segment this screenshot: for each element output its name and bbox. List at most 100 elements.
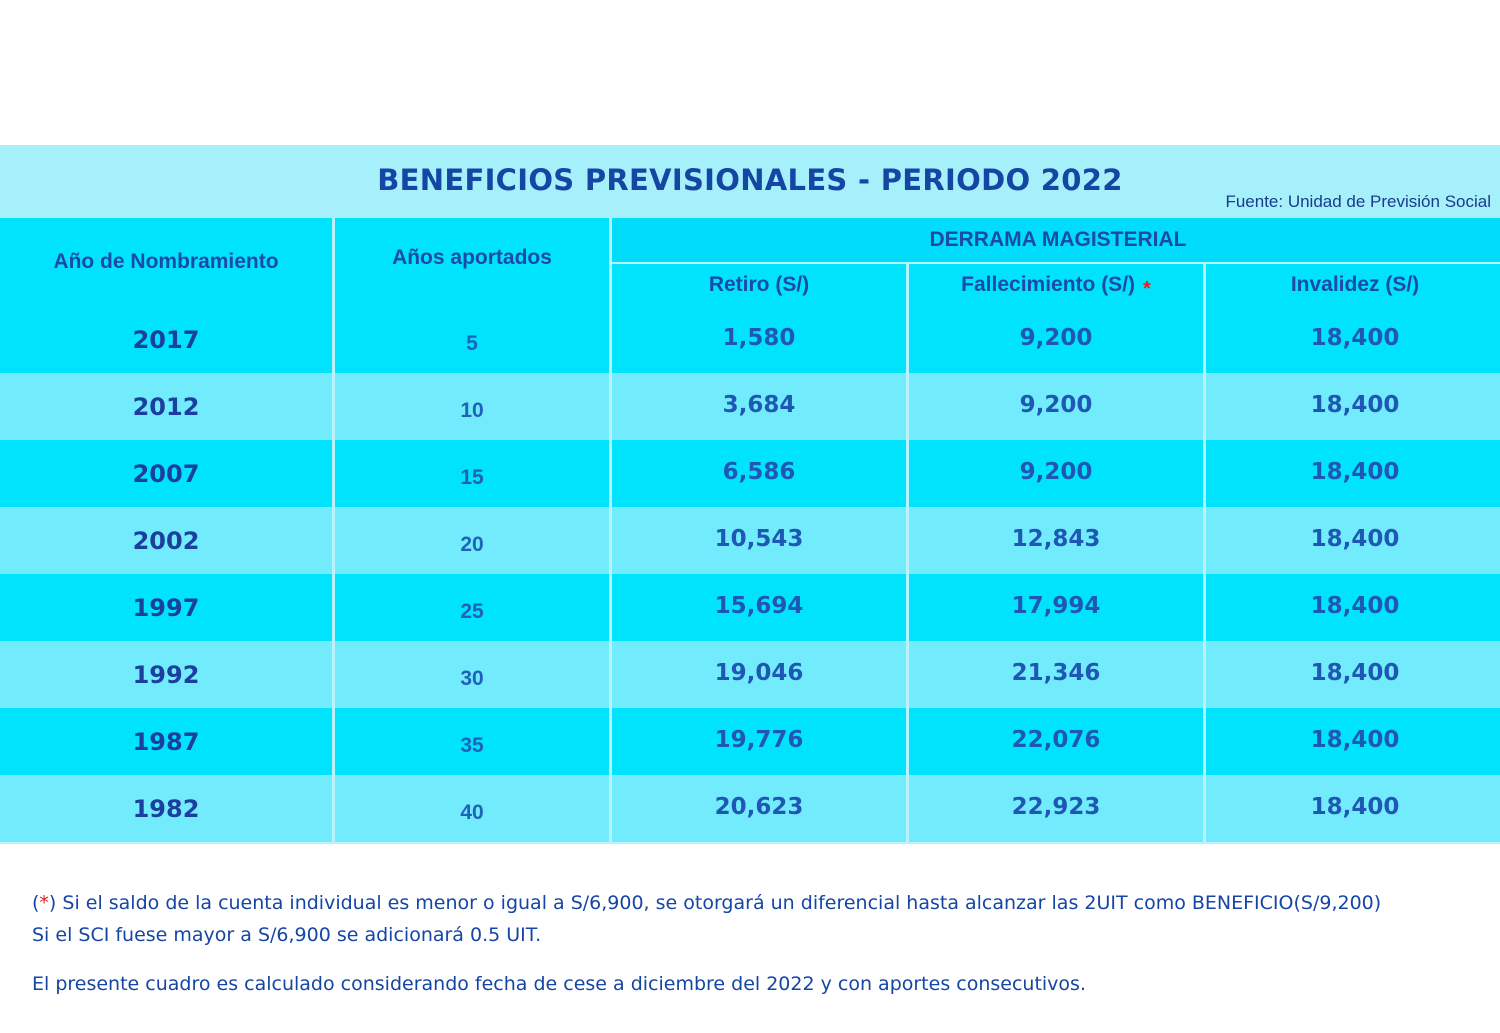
cell-years-contributed: 20 xyxy=(335,507,609,574)
header-years-contributed-label: Años aportados xyxy=(392,246,552,269)
cell-year-value: 2017 xyxy=(132,325,200,354)
cell-fallecimiento: 21,346 xyxy=(909,641,1203,708)
cell-fallecimiento: 9,200 xyxy=(909,306,1203,373)
header-years-contributed: Años aportados xyxy=(335,218,609,306)
header-year-label: Año de Nombramiento xyxy=(53,250,279,273)
cell-invalidez-value: 18,400 xyxy=(1310,325,1400,351)
cell-year: 2017 xyxy=(0,306,332,373)
cell-year: 1982 xyxy=(0,775,332,842)
cell-years-contributed-value: 25 xyxy=(460,599,484,623)
cell-fallecimiento: 9,200 xyxy=(909,373,1203,440)
cell-fallecimiento-value: 12,843 xyxy=(1011,526,1101,552)
cell-retiro-value: 15,694 xyxy=(714,593,804,619)
cell-fallecimiento-value: 22,076 xyxy=(1011,727,1101,753)
cell-retiro: 19,776 xyxy=(612,708,906,775)
cell-fallecimiento-value: 22,923 xyxy=(1011,794,1101,820)
header-group-label: DERRAMA MAGISTERIAL xyxy=(929,228,1187,251)
cell-years-contributed-value: 15 xyxy=(460,465,484,489)
cell-retiro: 6,586 xyxy=(612,440,906,507)
cell-invalidez: 18,400 xyxy=(1206,775,1500,842)
cell-retiro-value: 6,586 xyxy=(722,459,796,485)
cell-retiro-value: 10,543 xyxy=(714,526,804,552)
cell-invalidez: 18,400 xyxy=(1206,507,1500,574)
cell-year: 2012 xyxy=(0,373,332,440)
cell-invalidez-value: 18,400 xyxy=(1310,526,1400,552)
cell-retiro-value: 20,623 xyxy=(714,794,804,820)
cell-fallecimiento-value: 17,994 xyxy=(1011,593,1101,619)
cell-invalidez: 18,400 xyxy=(1206,440,1500,507)
cell-year-value: 2007 xyxy=(132,459,200,488)
cell-years-contributed: 40 xyxy=(335,775,609,842)
footnote-line-2: Si el SCI fuese mayor a S/6,900 se adici… xyxy=(32,924,542,946)
cell-retiro-value: 19,776 xyxy=(714,727,804,753)
cell-years-contributed-value: 30 xyxy=(460,666,484,690)
cell-fallecimiento: 12,843 xyxy=(909,507,1203,574)
header-retiro: Retiro (S/) xyxy=(612,262,906,306)
cell-years-contributed: 25 xyxy=(335,574,609,641)
page-title: BENEFICIOS PREVISIONALES - PERIODO 2022 xyxy=(377,163,1123,197)
asterisk-mark: * xyxy=(1143,277,1151,300)
cell-retiro: 20,623 xyxy=(612,775,906,842)
cell-year-value: 1997 xyxy=(132,593,200,622)
cell-invalidez-value: 18,400 xyxy=(1310,727,1400,753)
cell-retiro: 19,046 xyxy=(612,641,906,708)
cell-fallecimiento-value: 9,200 xyxy=(1019,325,1093,351)
header-group: DERRAMA MAGISTERIAL xyxy=(612,218,1500,262)
cell-year: 1987 xyxy=(0,708,332,775)
cell-years-contributed-value: 10 xyxy=(460,398,484,422)
cell-retiro-value: 19,046 xyxy=(714,660,804,686)
footnotes: (*) Si el saldo de la cuenta individual … xyxy=(32,887,1472,1000)
source-note: Fuente: Unidad de Previsión Social xyxy=(1225,192,1491,211)
header-fallecimiento: Fallecimiento (S/) * xyxy=(909,262,1203,306)
footnote-close-paren: ) xyxy=(48,892,57,914)
cell-year-value: 1992 xyxy=(132,660,200,689)
cell-fallecimiento: 17,994 xyxy=(909,574,1203,641)
cell-fallecimiento-value: 9,200 xyxy=(1019,459,1093,485)
header-retiro-label: Retiro (S/) xyxy=(708,273,810,296)
benefits-table: Año de Nombramiento Años aportados DERRA… xyxy=(0,218,1500,844)
cell-years-contributed: 5 xyxy=(335,306,609,373)
cell-invalidez: 18,400 xyxy=(1206,306,1500,373)
cell-fallecimiento: 9,200 xyxy=(909,440,1203,507)
cell-year-value: 2012 xyxy=(132,392,200,421)
cell-years-contributed: 30 xyxy=(335,641,609,708)
cell-year-value: 1987 xyxy=(132,727,200,756)
cell-years-contributed-value: 40 xyxy=(460,800,484,824)
cell-fallecimiento-value: 9,200 xyxy=(1019,392,1093,418)
cell-invalidez-value: 18,400 xyxy=(1310,593,1400,619)
cell-retiro-value: 3,684 xyxy=(722,392,796,418)
cell-invalidez: 18,400 xyxy=(1206,373,1500,440)
cell-invalidez: 18,400 xyxy=(1206,708,1500,775)
footnote-text-1: Si el saldo de la cuenta individual es m… xyxy=(56,892,1382,914)
cell-retiro-value: 1,580 xyxy=(722,325,796,351)
cell-fallecimiento: 22,076 xyxy=(909,708,1203,775)
cell-years-contributed: 35 xyxy=(335,708,609,775)
cell-years-contributed: 10 xyxy=(335,373,609,440)
cell-year: 2007 xyxy=(0,440,332,507)
cell-invalidez-value: 18,400 xyxy=(1310,794,1400,820)
cell-years-contributed-value: 35 xyxy=(460,733,484,757)
footnote-line-3: El presente cuadro es calculado consider… xyxy=(32,973,1086,995)
title-band: BENEFICIOS PREVISIONALES - PERIODO 2022 … xyxy=(0,145,1500,218)
cell-year: 2002 xyxy=(0,507,332,574)
footnote-asterisk: * xyxy=(39,892,49,914)
cell-retiro: 10,543 xyxy=(612,507,906,574)
cell-year-value: 1982 xyxy=(132,794,200,823)
cell-invalidez-value: 18,400 xyxy=(1310,392,1400,418)
cell-invalidez: 18,400 xyxy=(1206,574,1500,641)
cell-years-contributed-value: 5 xyxy=(466,331,478,355)
footnote-open-paren: ( xyxy=(32,892,40,914)
cell-fallecimiento-value: 21,346 xyxy=(1011,660,1101,686)
cell-invalidez-value: 18,400 xyxy=(1310,459,1400,485)
header-fallecimiento-label: Fallecimiento (S/) xyxy=(961,273,1136,296)
cell-fallecimiento: 22,923 xyxy=(909,775,1203,842)
cell-retiro: 3,684 xyxy=(612,373,906,440)
cell-year: 1992 xyxy=(0,641,332,708)
cell-year: 1997 xyxy=(0,574,332,641)
header-invalidez-label: Invalidez (S/) xyxy=(1290,273,1420,296)
header-invalidez: Invalidez (S/) xyxy=(1206,262,1500,306)
cell-year-value: 2002 xyxy=(132,526,200,555)
header-year: Año de Nombramiento xyxy=(0,218,332,306)
cell-retiro: 1,580 xyxy=(612,306,906,373)
footnote-line-1: (*) Si el saldo de la cuenta individual … xyxy=(32,887,1472,919)
